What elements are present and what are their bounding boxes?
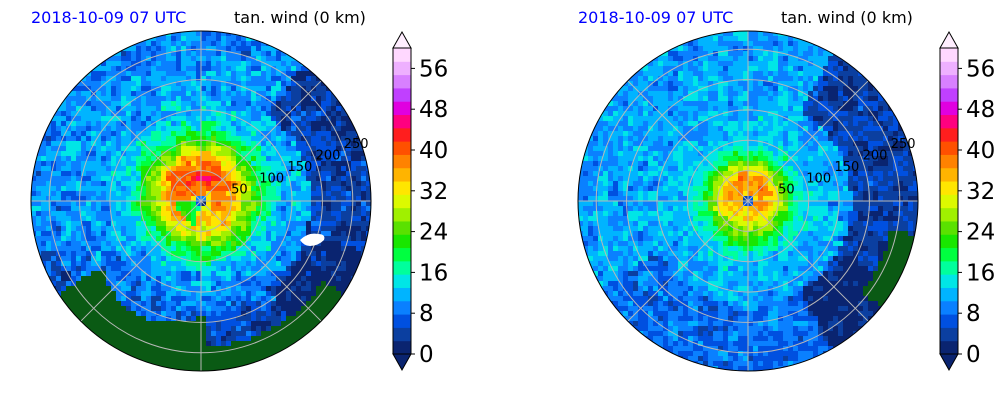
ring-label-50: 50 — [778, 183, 795, 198]
colorbar-tick-label: 56 — [966, 56, 995, 82]
colorbar-tick-label: 32 — [419, 179, 448, 205]
ring-label-250: 250 — [891, 137, 916, 152]
ring-label-150: 150 — [287, 160, 312, 175]
colorbar-tick-label: 24 — [419, 220, 448, 246]
colorbar-tick-label: 40 — [966, 138, 995, 164]
colorbar-tick-label: 48 — [966, 97, 995, 123]
plot-outline — [30, 30, 372, 372]
time-label: 2018-10-09 07 UTC — [31, 8, 187, 27]
panel-left: 2018-10-09 07 UTC tan. wind (0 km) 50 100… — [0, 0, 500, 401]
ring-label-200: 200 — [316, 149, 341, 164]
colorbar-tick-label: 8 — [966, 301, 981, 327]
colorbar-tick-label: 56 — [419, 56, 448, 82]
ring-label-250: 250 — [344, 137, 369, 152]
colorbar-tick-label: 8 — [419, 301, 434, 327]
ring-label-50: 50 — [231, 183, 248, 198]
colorbar-tick-label: 16 — [419, 260, 448, 286]
colorbar-tick-label: 24 — [966, 220, 995, 246]
polar-grid — [578, 31, 918, 371]
colorbar: 0 8 16 24 32 40 48 56 — [939, 30, 995, 372]
variable-label: tan. wind (0 km) — [234, 8, 366, 27]
polar-grid — [31, 31, 371, 371]
time-label: 2018-10-09 07 UTC — [578, 8, 734, 27]
plot-outline — [577, 30, 919, 372]
ring-label-100: 100 — [806, 171, 831, 186]
colorbar-tick-label: 16 — [966, 260, 995, 286]
colorbar-tick-label: 48 — [419, 97, 448, 123]
variable-label: tan. wind (0 km) — [781, 8, 913, 27]
wind-field — [578, 31, 918, 371]
colorbar-tick-label: 40 — [419, 138, 448, 164]
wind-field — [31, 31, 371, 371]
colorbar-tick-label: 32 — [966, 179, 995, 205]
ring-label-200: 200 — [863, 149, 888, 164]
panel-right: 2018-10-09 07 UTC tan. wind (0 km) 50 100… — [547, 0, 1007, 401]
colorbar-tick-label: 0 — [419, 342, 434, 368]
ring-label-150: 150 — [834, 160, 859, 175]
ring-label-100: 100 — [259, 171, 284, 186]
colorbar: 0 8 16 24 32 40 48 56 — [392, 30, 448, 372]
missing-data-patch — [300, 233, 325, 246]
colorbar-tick-label: 0 — [966, 342, 981, 368]
